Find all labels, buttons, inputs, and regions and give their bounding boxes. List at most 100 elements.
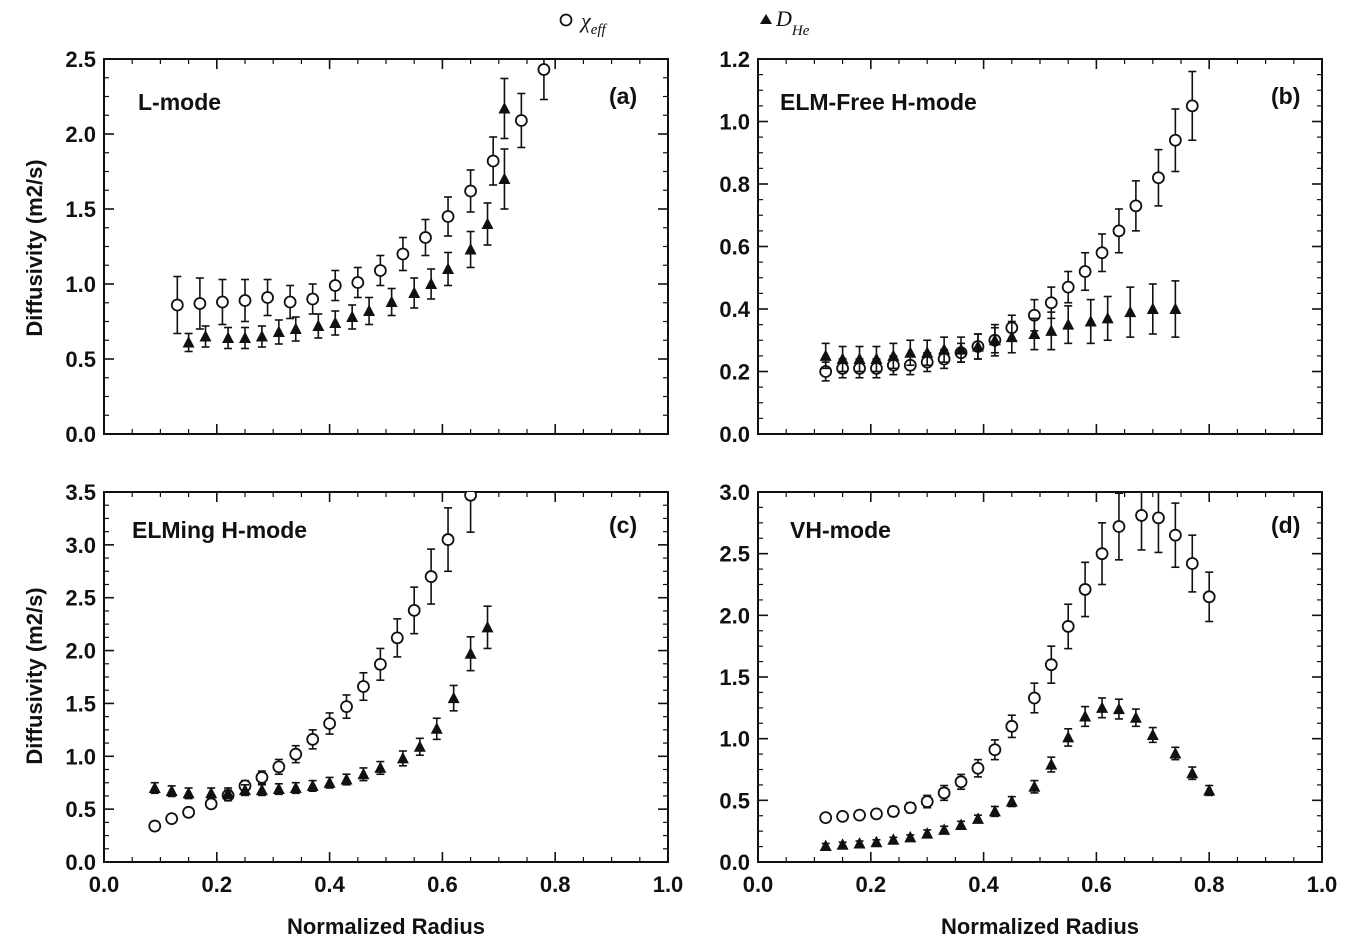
chi-eff-point bbox=[340, 700, 353, 713]
x-tick-label: 0.2 bbox=[202, 872, 233, 897]
panel-c-title: ELMing H-mode bbox=[132, 517, 307, 543]
chi-eff-point bbox=[537, 63, 551, 76]
dhe-point bbox=[272, 782, 285, 795]
panel-b-label: (b) bbox=[1271, 83, 1300, 109]
chi-eff-point bbox=[182, 805, 196, 819]
dhe-point bbox=[819, 349, 832, 361]
dhe-point bbox=[1005, 795, 1018, 807]
y-tick-label: 0.4 bbox=[719, 297, 750, 322]
legend-dhe-label: DHe bbox=[775, 6, 810, 39]
chi-eff-point bbox=[216, 295, 229, 309]
dhe-point bbox=[1146, 302, 1159, 314]
dhe-point bbox=[357, 767, 370, 780]
dhe-point bbox=[329, 316, 342, 328]
y-tick-label: 2.5 bbox=[719, 542, 750, 567]
panel-a-title: L-mode bbox=[138, 89, 221, 115]
chi-eff-point bbox=[464, 492, 477, 502]
dhe-point bbox=[819, 839, 832, 851]
chi-eff-point bbox=[1078, 265, 1092, 278]
dhe-point bbox=[988, 333, 1001, 346]
dhe-point bbox=[921, 346, 934, 358]
dhe-point bbox=[1096, 701, 1109, 713]
x-tick-label: 0.4 bbox=[968, 872, 999, 897]
chi-eff-point bbox=[390, 631, 404, 645]
panel-a-plot-area bbox=[170, 59, 551, 353]
chi-eff-point bbox=[255, 771, 269, 784]
chi-eff-point bbox=[1202, 590, 1216, 604]
legend-triangle-marker bbox=[760, 14, 772, 24]
panel-c-label: (c) bbox=[609, 512, 637, 538]
y-tick-label: 1.0 bbox=[65, 272, 96, 297]
chi-eff-point bbox=[1112, 520, 1126, 533]
dhe-point bbox=[182, 336, 195, 348]
panel-c-xlabel: Normalized Radius bbox=[287, 914, 485, 939]
x-tick-label: 0.0 bbox=[743, 872, 774, 897]
chi-eff-point bbox=[1078, 583, 1092, 596]
chi-eff-point bbox=[903, 801, 917, 815]
chi-eff-point bbox=[396, 247, 410, 261]
dhe-point bbox=[312, 319, 325, 331]
dhe-point bbox=[836, 838, 849, 850]
dhe-point bbox=[904, 830, 917, 843]
dhe-point bbox=[340, 773, 353, 785]
chi-eff-point bbox=[853, 808, 866, 822]
chi-eff-point bbox=[937, 786, 951, 800]
dhe-point bbox=[904, 346, 917, 358]
dhe-point bbox=[239, 331, 251, 343]
dhe-point bbox=[1169, 302, 1182, 314]
chi-eff-point bbox=[1185, 99, 1199, 113]
dhe-point bbox=[323, 776, 336, 788]
dhe-point bbox=[836, 352, 849, 364]
chi-eff-point bbox=[328, 279, 342, 292]
dhe-point bbox=[955, 343, 968, 355]
dhe-point bbox=[870, 352, 883, 364]
y-tick-label: 0.0 bbox=[65, 850, 96, 875]
panel-b: ELM-Free H-mode (b) 0.0 0.2 0.4 0.6 0.8 1.0 1.… bbox=[719, 47, 1323, 447]
chi-eff-point bbox=[357, 680, 370, 693]
panel-b-title: ELM-Free H-mode bbox=[780, 89, 977, 115]
chi-eff-point bbox=[148, 819, 162, 833]
dhe-point bbox=[430, 722, 443, 734]
y-tick-label: 3.0 bbox=[719, 480, 750, 505]
chi-eff-point bbox=[1129, 199, 1143, 213]
dhe-point bbox=[425, 277, 438, 289]
x-tick-label: 0.8 bbox=[540, 872, 571, 897]
chi-eff-point bbox=[1135, 509, 1148, 522]
panel-d: VH-mode (d) Normalized Radius 0.0 0.2 0.4 0… bbox=[719, 480, 1337, 939]
chi-eff-point bbox=[464, 184, 478, 198]
chi-eff-point bbox=[886, 805, 900, 818]
x-tick-label: 1.0 bbox=[1307, 872, 1338, 897]
x-tick-label: 0.6 bbox=[1081, 872, 1112, 897]
panel-d-label: (d) bbox=[1271, 512, 1300, 538]
y-tick-label: 1.0 bbox=[65, 744, 96, 769]
chi-eff-point bbox=[238, 294, 252, 307]
dhe-point bbox=[481, 620, 494, 633]
y-tick-label: 3.5 bbox=[65, 480, 96, 505]
dhe-point bbox=[255, 330, 268, 342]
chi-eff-point bbox=[424, 570, 438, 583]
dhe-point bbox=[165, 784, 178, 797]
dhe-point bbox=[1129, 711, 1142, 723]
y-tick-label: 0.2 bbox=[719, 360, 750, 385]
x-tick-label: 0.6 bbox=[427, 872, 458, 897]
chi-eff-point bbox=[1152, 171, 1165, 185]
panel-d-plot-area bbox=[819, 492, 1216, 851]
panel-d-frame bbox=[757, 491, 1323, 863]
chi-eff-point bbox=[323, 717, 337, 730]
chi-eff-point bbox=[1168, 133, 1182, 147]
chi-eff-point bbox=[419, 231, 432, 244]
chi-eff-point bbox=[165, 812, 179, 826]
dhe-point bbox=[1124, 305, 1137, 318]
dhe-point bbox=[498, 172, 511, 184]
panel-c-ylabel: Diffusivity (m2/s) bbox=[22, 587, 47, 764]
dhe-point bbox=[442, 262, 455, 274]
dhe-point bbox=[363, 304, 376, 316]
y-tick-label: 0.0 bbox=[719, 422, 750, 447]
y-tick-label: 1.2 bbox=[719, 47, 750, 72]
dhe-point bbox=[222, 331, 235, 343]
y-tick-label: 2.5 bbox=[65, 586, 96, 611]
chi-eff-point bbox=[1095, 246, 1109, 260]
x-tick-label: 0.2 bbox=[856, 872, 887, 897]
chi-eff-point bbox=[988, 743, 1002, 757]
